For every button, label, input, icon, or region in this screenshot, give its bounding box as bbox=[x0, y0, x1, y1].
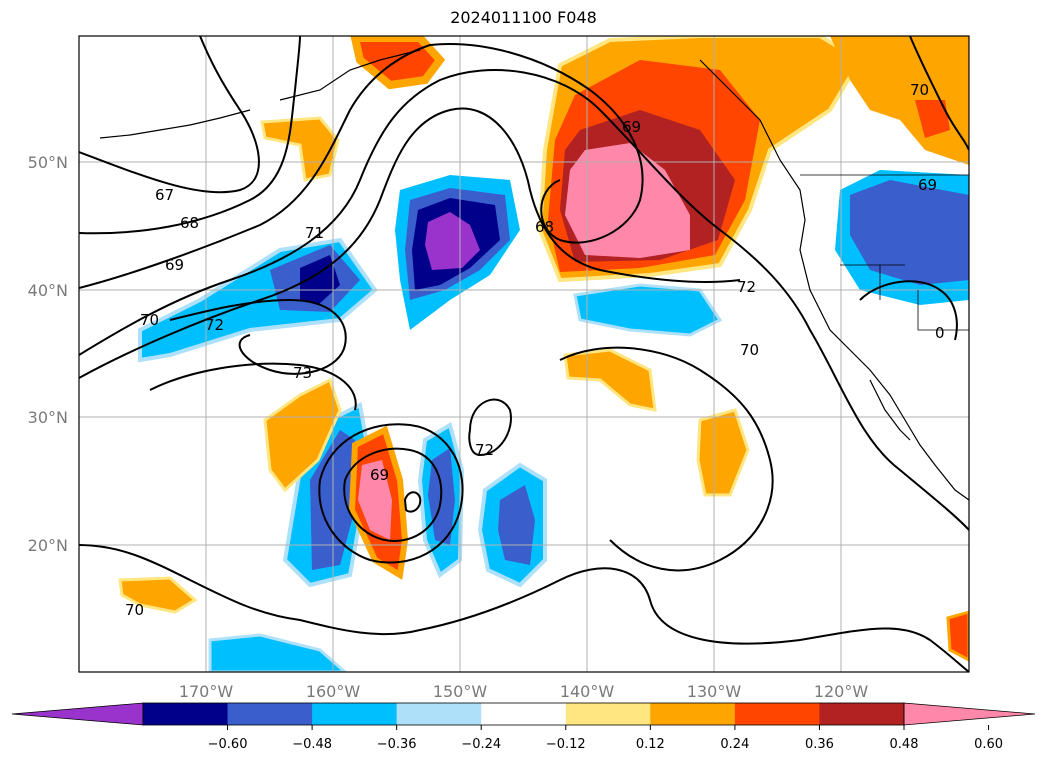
contour-73 bbox=[149, 362, 357, 411]
contour-cutoff-1 bbox=[318, 423, 464, 564]
contour-label-69-ne: 69 bbox=[622, 118, 641, 136]
positive-anomaly-small-2 bbox=[696, 408, 750, 497]
colorbar-tick-label: −0.36 bbox=[377, 737, 417, 752]
colorbar: −0.60 −0.48 −0.36 −0.24 −0.12 0.12 0.24 0.36 0.4… bbox=[11, 702, 1036, 752]
colorbar-tick-label: 0.48 bbox=[890, 737, 919, 752]
coastline-alaska bbox=[279, 49, 421, 101]
positive-anomaly-small-5 bbox=[263, 377, 342, 493]
contour-far-right bbox=[909, 36, 969, 151]
contour-east-low bbox=[559, 346, 774, 572]
contour-label-72-sub: 72 bbox=[475, 441, 494, 459]
coastline-aleutians bbox=[99, 109, 251, 139]
colorbar-tick-label: −0.60 bbox=[208, 737, 248, 752]
contour-east-right bbox=[859, 280, 958, 341]
lat-label-20n: 20°N bbox=[28, 536, 68, 555]
longitude-labels: 170°W 160°W 150°W 140°W 130°W 120°W bbox=[179, 682, 869, 701]
lon-label-130w: 130°W bbox=[687, 682, 742, 701]
contour-label-68-ne: 68 bbox=[535, 218, 554, 236]
coastline-baja bbox=[869, 379, 911, 441]
negative-anomaly-mid bbox=[573, 283, 723, 337]
contour-labels: 67 68 69 70 71 72 73 68 69 72 70 69 72 7… bbox=[125, 81, 945, 619]
colorbar-cell bbox=[227, 703, 313, 725]
lon-label-160w: 160°W bbox=[306, 682, 361, 701]
lon-label-140w: 140°W bbox=[560, 682, 615, 701]
contour-69 bbox=[79, 43, 644, 289]
coastline-north-america bbox=[699, 59, 969, 501]
colorbar-tick-label: −0.12 bbox=[546, 737, 586, 752]
contour-label-69: 69 bbox=[165, 256, 184, 274]
colorbar-tick-label: 0.24 bbox=[720, 737, 749, 752]
contour-label-69-sub: 69 bbox=[370, 466, 389, 484]
colorbar-cell bbox=[819, 703, 905, 725]
negative-anomaly-central-purple bbox=[425, 212, 480, 270]
map-panel: 67 68 69 70 71 72 73 68 69 72 70 69 72 7… bbox=[78, 35, 970, 673]
contour-67 bbox=[79, 36, 260, 194]
colorbar-cell bbox=[312, 703, 398, 725]
gridlines bbox=[79, 36, 969, 672]
negative-anomaly-royal-us bbox=[850, 180, 969, 285]
map-title: 2024011100 F048 bbox=[450, 8, 597, 27]
contour-label-69-us: 69 bbox=[918, 176, 937, 194]
height-contours bbox=[79, 36, 969, 672]
colorbar-cell bbox=[650, 703, 736, 725]
colorbar-tick-label: 0.60 bbox=[974, 737, 1003, 752]
colorbar-extend-left bbox=[11, 702, 144, 726]
contour-70 bbox=[79, 69, 969, 531]
contour-70-south bbox=[79, 544, 969, 672]
positive-anomaly-small-1 bbox=[260, 116, 340, 182]
negative-anomaly-west-navy bbox=[300, 255, 340, 305]
colorbar-cells bbox=[143, 703, 905, 725]
lat-label-50n: 50°N bbox=[28, 153, 68, 172]
contour-label-73: 73 bbox=[293, 364, 312, 382]
contour-label-0-us: 0 bbox=[935, 324, 945, 342]
contour-label-72-ne: 72 bbox=[737, 278, 756, 296]
contour-72 bbox=[169, 298, 347, 375]
contour-label-72: 72 bbox=[205, 316, 224, 334]
contour-72-sub bbox=[468, 398, 512, 457]
coastlines bbox=[99, 49, 969, 501]
positive-anomaly-sub-pink bbox=[358, 460, 392, 540]
colorbar-tick-label: 0.12 bbox=[636, 737, 665, 752]
lat-label-40n: 40°N bbox=[28, 281, 68, 300]
contour-label-70-e: 70 bbox=[740, 341, 759, 359]
colorbar-cell bbox=[481, 703, 567, 725]
coastline-inland-border bbox=[800, 174, 969, 331]
colorbar-extend-right bbox=[903, 702, 1036, 726]
colorbar-tick-label: −0.48 bbox=[292, 737, 332, 752]
colorbar-cell bbox=[143, 703, 229, 725]
contour-71 bbox=[79, 107, 741, 379]
positive-anomaly-small-6 bbox=[946, 610, 969, 662]
contour-label-68: 68 bbox=[180, 214, 199, 232]
lon-label-120w: 120°W bbox=[814, 682, 869, 701]
contour-label-70-ne-corner: 70 bbox=[910, 81, 929, 99]
contour-cutoff-2 bbox=[343, 447, 443, 542]
positive-anomaly-small-4 bbox=[118, 576, 198, 614]
contour-label-71: 71 bbox=[305, 224, 324, 242]
colorbar-tick-label: −0.24 bbox=[461, 737, 501, 752]
contour-label-70: 70 bbox=[140, 311, 159, 329]
contour-label-67: 67 bbox=[155, 186, 174, 204]
lon-label-150w: 150°W bbox=[433, 682, 488, 701]
colorbar-ticks: −0.60 −0.48 −0.36 −0.24 −0.12 0.12 0.24 0.36 0.4… bbox=[208, 725, 1003, 752]
lon-label-170w: 170°W bbox=[179, 682, 234, 701]
colorbar-cell bbox=[396, 703, 482, 725]
colorbar-frame bbox=[142, 702, 905, 726]
colorbar-tick-label: 0.36 bbox=[805, 737, 834, 752]
colorbar-cell bbox=[734, 703, 820, 725]
contour-68 bbox=[79, 36, 301, 235]
contour-cutoff-3 bbox=[403, 491, 422, 513]
positive-anomaly-top-right-red bbox=[915, 100, 950, 138]
map-frame bbox=[78, 35, 970, 673]
contour-label-70-sw: 70 bbox=[125, 601, 144, 619]
latitude-labels: 50°N 40°N 30°N 20°N bbox=[28, 153, 68, 555]
lat-label-30n: 30°N bbox=[28, 408, 68, 427]
colorbar-cell bbox=[565, 703, 651, 725]
